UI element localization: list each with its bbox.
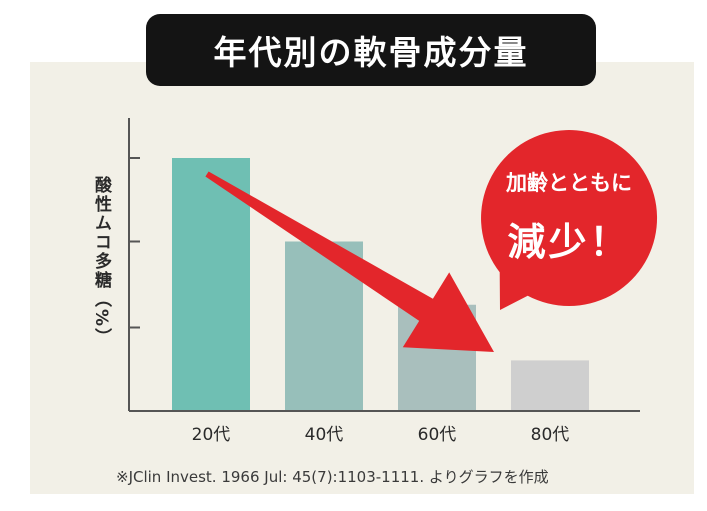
chart-title: 年代別の軟骨成分量: [146, 14, 596, 86]
source-note: ※JClin Invest. 1966 Jul: 45(7):1103-1111…: [116, 468, 549, 486]
callout-bubble: 加齢とともに 減少！: [481, 130, 658, 310]
decline-arrow: [205, 171, 494, 352]
x-tick-label: 40代: [305, 425, 344, 445]
x-tick-labels: 20代 40代 60代 80代: [192, 425, 570, 445]
chart-title-text: 年代別の軟骨成分量: [213, 33, 529, 72]
bar-80代: [511, 360, 589, 411]
bars-group: [172, 158, 589, 411]
x-tick-label: 80代: [531, 425, 570, 445]
callout-line1: 加齢とともに: [505, 171, 632, 195]
x-tick-label: 20代: [192, 425, 231, 445]
decline-arrow-shape: [205, 171, 494, 352]
callout-bubble-shape: [481, 130, 658, 310]
x-tick-label: 60代: [418, 425, 457, 445]
y-axis-label: 酸性ムコ多糖（%）: [91, 176, 111, 348]
callout-line2: 減少！: [507, 220, 630, 264]
axes-group: [128, 118, 640, 412]
bar-20代: [172, 158, 250, 411]
